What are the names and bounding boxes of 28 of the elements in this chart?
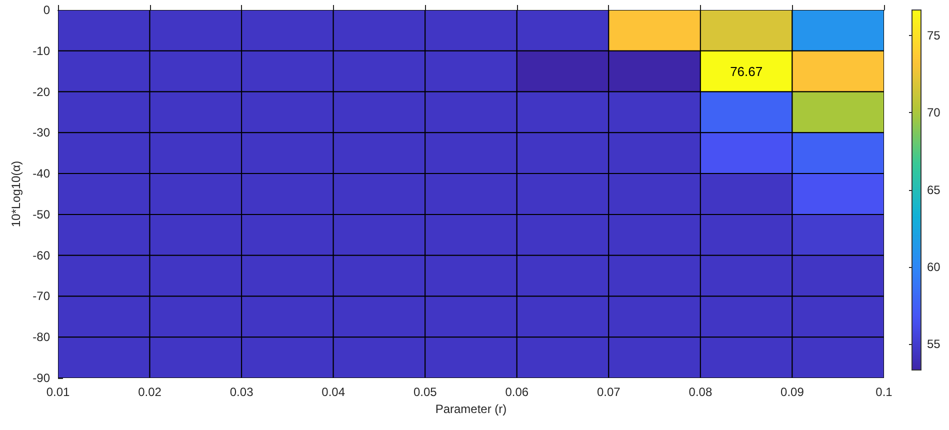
y-tick-label: -50 <box>32 207 50 222</box>
y-tick-label: -80 <box>32 330 50 344</box>
data-label: 76.67 <box>730 64 763 79</box>
x-tick-label: 0.04 <box>322 385 346 399</box>
y-tick-label: -40 <box>32 166 50 181</box>
color-bar-label: 75 <box>927 28 941 43</box>
y-tick-label: -20 <box>32 84 50 99</box>
x-tick-label: 0.07 <box>596 385 621 399</box>
x-tick-label: 0.1 <box>876 385 893 399</box>
y-tick-label: 0 <box>43 3 50 17</box>
x-tick-label: 0.06 <box>505 385 529 399</box>
y-tick-label: -30 <box>32 126 50 140</box>
x-tick-label: 0.02 <box>138 385 162 399</box>
y-tick-label: -10 <box>32 44 50 58</box>
y-axis-title: 10*Log10(α) <box>8 160 23 228</box>
color-bar-label: 60 <box>927 260 941 274</box>
x-tick-label: 0.03 <box>230 385 254 399</box>
color-bar-label: 55 <box>927 336 941 351</box>
x-tick-label: 0.08 <box>688 385 712 399</box>
y-tick-label: -90 <box>32 371 50 385</box>
x-tick-label: 0.01 <box>46 385 70 399</box>
y-tick-label: -70 <box>32 289 50 304</box>
x-tick-label: 0.05 <box>413 385 438 399</box>
color-bar-label: 65 <box>927 182 941 197</box>
color-bar-label: 70 <box>927 106 941 120</box>
y-tick-label: -60 <box>32 248 50 262</box>
x-axis-title: Parameter (r) <box>435 402 507 416</box>
x-tick-label: 0.09 <box>780 385 804 399</box>
